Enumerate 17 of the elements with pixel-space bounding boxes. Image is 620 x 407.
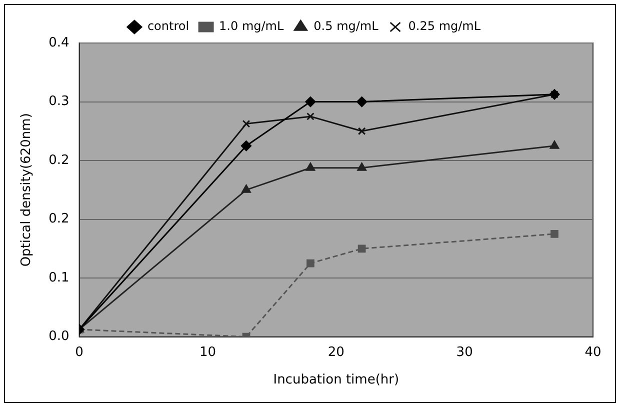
legend-label: control <box>147 19 190 34</box>
y-tick-label: 0.3 <box>48 94 70 110</box>
legend-label: 0.25 mg/mL <box>408 19 481 34</box>
x-tick-label: 0 <box>75 344 84 360</box>
y-tick-label: 0.4 <box>48 35 70 50</box>
legend-label: 1.0 mg/mL <box>219 19 284 34</box>
y-tick-label: 0.2 <box>48 212 70 227</box>
legend-label: 0.5 mg/mL <box>314 19 379 34</box>
y-tick-label: 0.0 <box>48 329 70 344</box>
x-axis-title: Incubation time(hr) <box>273 372 400 388</box>
y-tick-label: 0.1 <box>48 270 70 286</box>
x-tick-label: 40 <box>584 344 602 360</box>
y-tick-label: 0.2 <box>48 152 70 168</box>
x-tick-label: 30 <box>456 344 473 360</box>
x-tick-label: 20 <box>328 344 344 360</box>
y-axis-title: Optical density(620nm) <box>19 113 34 267</box>
x-tick-label: 10 <box>199 344 216 360</box>
